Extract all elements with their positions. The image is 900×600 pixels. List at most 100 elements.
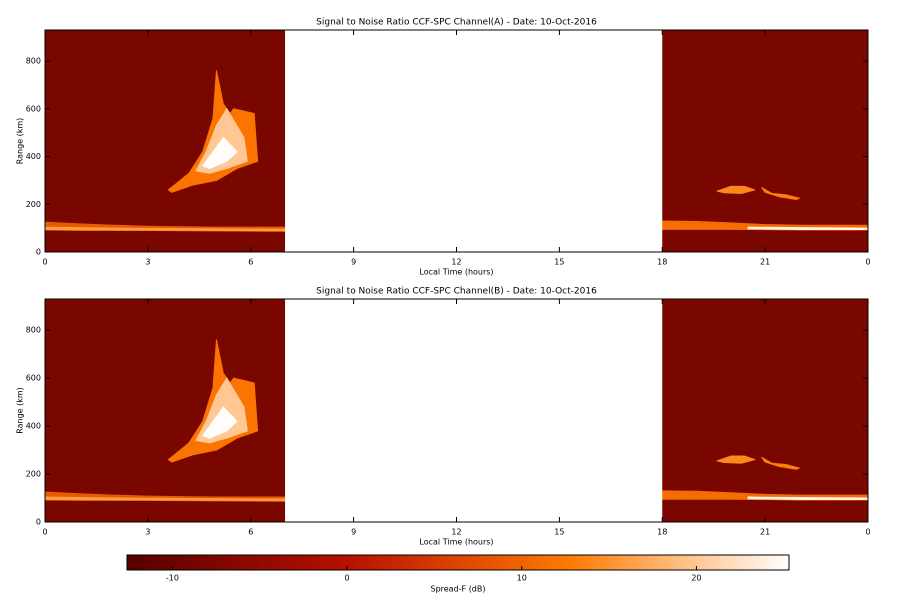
colorbar-cell	[127, 555, 131, 570]
colorbar-cell	[666, 555, 671, 570]
colorbar-cell	[752, 555, 757, 570]
colorbar-cell	[385, 555, 389, 570]
colorbar-cell	[613, 555, 618, 570]
colorbar-cell	[732, 555, 737, 570]
colorbar-cell	[676, 555, 681, 570]
colorbar-cell	[246, 555, 250, 570]
colorbar-cell	[606, 555, 611, 570]
colorbar-cell	[765, 555, 770, 570]
colorbar-cell	[686, 555, 691, 570]
x-tick-label: 3	[145, 258, 150, 267]
colorbar-cell	[203, 555, 207, 570]
y-axis-label: Range (km)	[16, 387, 25, 434]
chart-title: Signal to Noise Ratio CCF-SPC Channel(A)…	[316, 18, 597, 28]
colorbar-cell	[150, 555, 154, 570]
colorbar-cell	[580, 555, 585, 570]
colorbar-cell	[318, 555, 323, 570]
x-axis-label: Local Time (hours)	[419, 538, 493, 547]
y-tick-label: 800	[26, 326, 41, 335]
chart-title: Signal to Noise Ratio CCF-SPC Channel(B)…	[316, 287, 597, 297]
colorbar-cell	[630, 555, 634, 570]
colorbar-label: Spread-F (dB)	[430, 585, 485, 594]
plot-area	[45, 30, 868, 252]
colorbar-cell	[428, 555, 433, 570]
colorbar-cell	[199, 555, 204, 570]
colorbar-cell	[259, 555, 264, 570]
no-data-gap	[285, 30, 663, 252]
colorbar-cell	[712, 555, 717, 570]
colorbar-cell	[593, 555, 598, 570]
colorbar-cell	[557, 555, 562, 570]
colorbar-cell	[269, 555, 274, 570]
colorbar-cell	[401, 555, 406, 570]
colorbar-cell	[398, 555, 403, 570]
colorbar-cell	[759, 555, 764, 570]
colorbar-cell	[673, 555, 677, 570]
colorbar-cell	[510, 555, 515, 570]
x-tick-label: 6	[248, 258, 253, 267]
colorbar-cell	[295, 555, 300, 570]
colorbar-cell	[467, 555, 472, 570]
colorbar-cell	[266, 555, 270, 570]
colorbar-cell	[193, 555, 198, 570]
x-tick-label: 3	[145, 528, 150, 537]
colorbar-cell	[458, 555, 462, 570]
colorbar-cell	[289, 555, 293, 570]
colorbar-cell	[656, 555, 661, 570]
y-tick-label: 600	[26, 104, 41, 113]
colorbar-cell	[646, 555, 651, 570]
colorbar-cell	[663, 555, 668, 570]
colorbar-cell	[325, 555, 330, 570]
x-tick-label: 0	[42, 528, 47, 537]
colorbar-cell	[481, 555, 485, 570]
colorbar-cell	[649, 555, 654, 570]
colorbar-cell	[653, 555, 658, 570]
colorbar-cell	[590, 555, 595, 570]
colorbar-cell	[358, 555, 363, 570]
colorbar-cell	[348, 555, 353, 570]
colorbar-cell	[736, 555, 740, 570]
colorbar-cell	[279, 555, 284, 570]
colorbar-cell	[583, 555, 588, 570]
colorbar-cell	[395, 555, 399, 570]
colorbar-cell	[742, 555, 747, 570]
x-tick-label: 12	[451, 258, 461, 267]
y-tick-label: 0	[36, 248, 41, 257]
y-axis-label: Range (km)	[16, 118, 25, 165]
colorbar-cell	[375, 555, 380, 570]
colorbar-cell	[352, 555, 356, 570]
x-tick-label: 9	[351, 258, 356, 267]
colorbar-cell	[474, 555, 479, 570]
colorbar-cell	[136, 555, 141, 570]
colorbar-cell	[305, 555, 310, 570]
y-tick-label: 200	[26, 200, 41, 209]
x-axis-label: Local Time (hours)	[419, 268, 493, 277]
colorbar-cell	[679, 555, 684, 570]
x-tick-label: 9	[351, 528, 356, 537]
colorbar-cell	[683, 555, 687, 570]
colorbar-cell	[534, 555, 538, 570]
colorbar-cell	[153, 555, 158, 570]
colorbar-cell	[411, 555, 416, 570]
colorbar-cell	[388, 555, 393, 570]
colorbar-cell	[189, 555, 194, 570]
colorbar-cell	[242, 555, 247, 570]
colorbar-cell	[362, 555, 366, 570]
colorbar-cell	[262, 555, 267, 570]
colorbar-cell	[570, 555, 575, 570]
colorbar-cell	[722, 555, 727, 570]
colorbar-cell	[471, 555, 476, 570]
colorbar-cell	[338, 555, 343, 570]
colorbar-cell	[487, 555, 492, 570]
colorbar-cell	[497, 555, 502, 570]
colorbar-cell	[312, 555, 317, 570]
colorbar-cell	[424, 555, 429, 570]
colorbar-cell	[249, 555, 254, 570]
colorbar-cell	[421, 555, 426, 570]
colorbar-cell	[206, 555, 211, 570]
y-tick-label: 200	[26, 470, 41, 479]
colorbar-cell	[507, 555, 512, 570]
y-tick-label: 600	[26, 374, 41, 383]
colorbar-cell	[166, 555, 171, 570]
colorbar-cell	[444, 555, 449, 570]
